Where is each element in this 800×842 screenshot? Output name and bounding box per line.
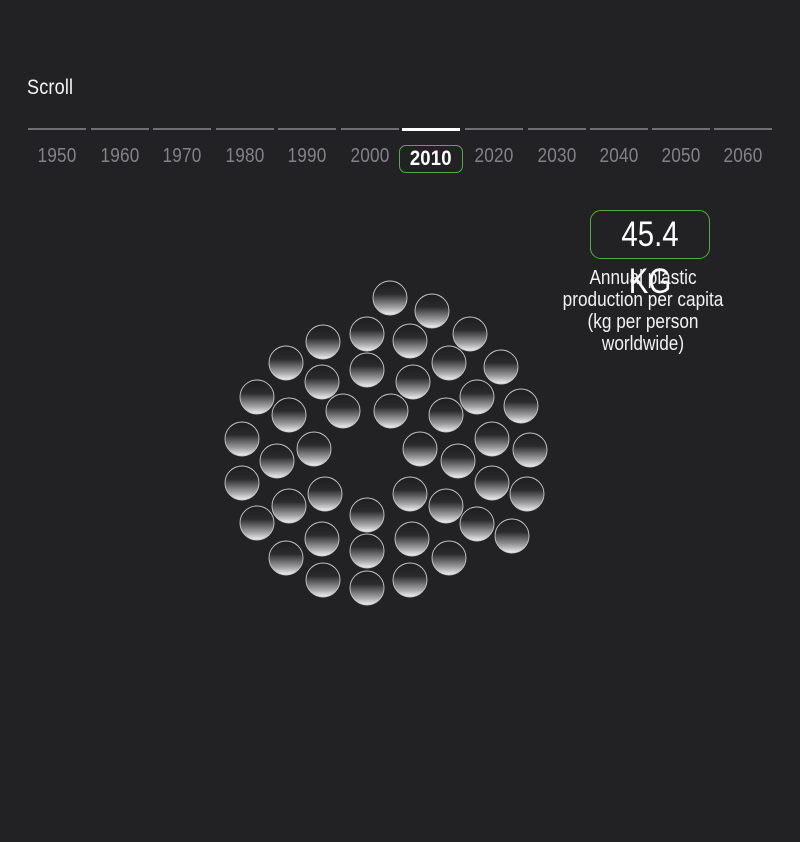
year-timeline: 1950 1960 1970 1980 1990 2000 2010 2020: [28, 128, 774, 178]
timeline-year-label: 2060: [723, 145, 763, 167]
plastic-ball: [503, 388, 539, 424]
stat-value: 45.4 KG: [621, 215, 679, 301]
timeline-year-2040[interactable]: 2040: [590, 128, 648, 172]
plastic-ball: [392, 323, 428, 359]
timeline-year-1960[interactable]: 1960: [90, 128, 149, 172]
timeline-year-label: 2030: [537, 145, 576, 167]
plastic-ball: [239, 505, 275, 541]
timeline-bar-active: [402, 128, 460, 131]
plastic-ball: [494, 518, 530, 554]
timeline-year-label: 1960: [100, 145, 139, 167]
plastic-ball: [304, 521, 340, 557]
timeline-bar: [278, 128, 336, 130]
timeline-year-2000[interactable]: 2000: [340, 128, 399, 172]
stat-caption-line: production per capita: [562, 289, 724, 311]
plastic-ball: [392, 562, 428, 598]
timeline-bar: [652, 128, 710, 130]
plastic-ball: [474, 465, 510, 501]
plastic-ball: [459, 506, 495, 542]
timeline-year-2050[interactable]: 2050: [652, 128, 710, 172]
timeline-year-label: 2000: [350, 145, 389, 167]
plastic-ball: [459, 379, 495, 415]
plastic-ball: [402, 431, 438, 467]
plastic-ball: [483, 349, 519, 385]
plastic-ball: [268, 540, 304, 576]
plastic-ball: [349, 497, 385, 533]
timeline-year-1950[interactable]: 1950: [28, 128, 86, 172]
plastic-ball: [349, 533, 385, 569]
plastic-ball: [259, 443, 295, 479]
timeline-bar: [527, 128, 586, 130]
timeline-bar: [465, 128, 523, 130]
timeline-year-label: 2040: [599, 145, 639, 167]
plastic-ball: [395, 364, 431, 400]
plastic-ball: [305, 562, 341, 598]
plastic-ball: [224, 465, 260, 501]
plastic-ball: [431, 345, 467, 381]
timeline-bar: [90, 128, 149, 130]
timeline-bar: [28, 128, 86, 130]
timeline-year-1970[interactable]: 1970: [153, 128, 211, 172]
timeline-year-label: 1990: [287, 145, 327, 167]
timeline-year-1990[interactable]: 1990: [278, 128, 336, 172]
plastic-ball: [325, 393, 361, 429]
timeline-year-label: 1980: [225, 145, 264, 167]
timeline-bar: [215, 128, 274, 130]
timeline-bar: [590, 128, 648, 130]
plastic-ball: [271, 488, 307, 524]
stat-caption-line: worldwide): [601, 333, 685, 355]
plastic-ball: [349, 352, 385, 388]
plastic-ball: [304, 364, 340, 400]
timeline-year-1980[interactable]: 1980: [215, 128, 274, 172]
timeline-year-2010[interactable]: 2010: [399, 128, 463, 173]
stat-value-badge: 45.4 KG: [590, 210, 710, 301]
timeline-year-label: 2050: [661, 145, 701, 167]
stat-caption: Annual plastic production per capita (kg…: [543, 267, 743, 355]
plastic-ball: [373, 393, 409, 429]
plastic-ball: [305, 324, 341, 360]
plastic-ball: [271, 397, 307, 433]
plastic-ball: [224, 421, 260, 457]
plastic-ball: [512, 432, 548, 468]
timeline-year-label: 1970: [162, 145, 202, 167]
timeline-bar: [340, 128, 399, 130]
plastic-ball: [428, 488, 464, 524]
timeline-year-label: 2020: [474, 145, 514, 167]
plastic-ball: [307, 476, 343, 512]
plastic-ball: [474, 421, 510, 457]
plastic-ball: [349, 316, 385, 352]
plastic-ball: [349, 570, 385, 606]
selected-year-text: 2010: [410, 147, 452, 170]
timeline-year-2060[interactable]: 2060: [714, 128, 772, 172]
plastic-ball: [431, 540, 467, 576]
plastic-ball: [414, 293, 450, 329]
plastic-ball: [392, 476, 428, 512]
stat-caption-line: (kg per person: [587, 311, 699, 333]
stat-caption-line: Annual plastic: [589, 267, 697, 289]
timeline-year-2030[interactable]: 2030: [527, 128, 586, 172]
timeline-bar: [153, 128, 211, 130]
timeline-bar: [714, 128, 772, 130]
plastic-ball: [296, 431, 332, 467]
plastic-ball: [509, 476, 545, 512]
timeline-year-2020[interactable]: 2020: [465, 128, 523, 172]
plastic-ball: [372, 280, 408, 316]
plastic-ball: [440, 443, 476, 479]
timeline-year-label-selected: 2010: [399, 145, 463, 173]
ball-group: [224, 280, 548, 606]
plastic-ball: [428, 397, 464, 433]
plastic-ball: [239, 379, 275, 415]
plastic-ball: [268, 345, 304, 381]
plastic-ball: [394, 521, 430, 557]
timeline-year-label: 1950: [37, 145, 77, 167]
scroll-label: Scroll: [27, 76, 74, 99]
plastic-ball: [452, 316, 488, 352]
